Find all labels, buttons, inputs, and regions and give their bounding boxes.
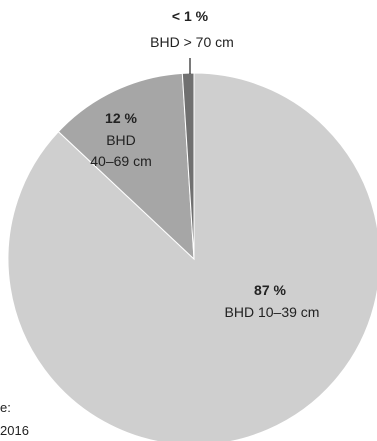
slice-12-label-line-1: BHD: [106, 132, 136, 148]
source-line-2: 2016: [0, 423, 29, 438]
source-line-1: e:: [0, 400, 11, 415]
slice-87: [7, 72, 377, 441]
slice-12-percent: 12 %: [105, 110, 137, 126]
slice-87-label: BHD 10–39 cm: [225, 304, 320, 320]
slice-1: [181, 72, 195, 260]
slice-12-label-line-2: 40–69 cm: [90, 153, 151, 169]
slice-1-label: BHD > 70 cm: [150, 34, 234, 50]
slice-1-percent: < 1 %: [172, 8, 209, 24]
slice-12: [57, 72, 195, 261]
pie-slices: [7, 72, 377, 441]
slice-87-percent: 87 %: [254, 282, 286, 298]
